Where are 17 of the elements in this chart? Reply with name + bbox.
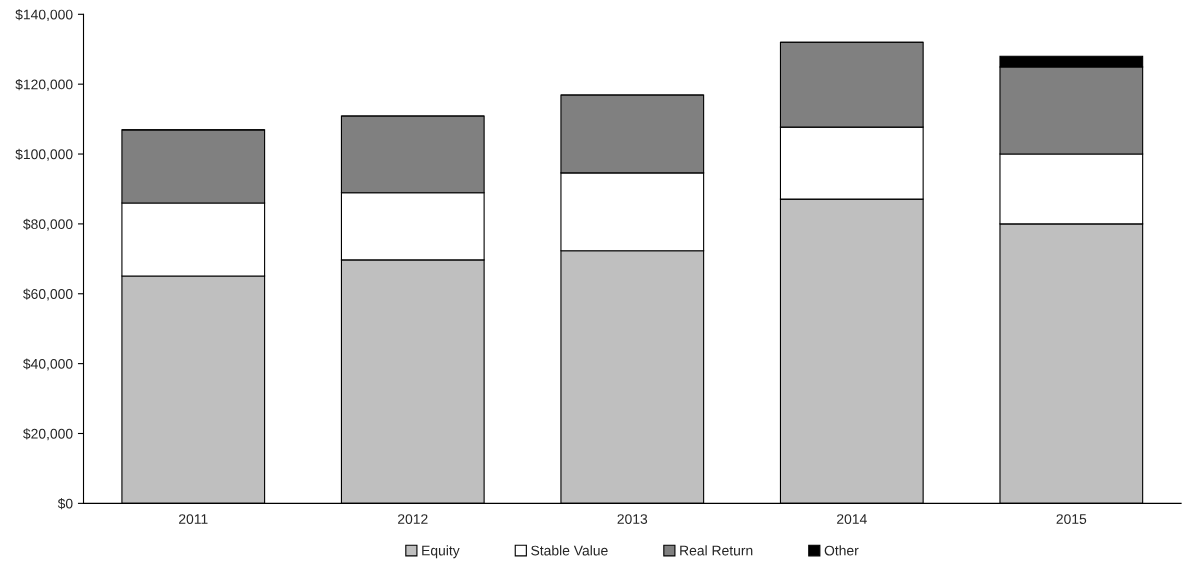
- legend-label: Real Return: [680, 545, 753, 556]
- legend-label: Stable Value: [531, 545, 608, 556]
- y-tick-label: $20,000: [23, 428, 73, 441]
- legend-label: Equity: [422, 545, 460, 559]
- y-tick-label: $60,000: [23, 288, 73, 301]
- legend-label: Other: [824, 545, 859, 556]
- x-tick-label: 2012: [398, 514, 428, 524]
- x-tick-label: 2015: [1056, 514, 1087, 524]
- y-tick-label: $140,000: [15, 9, 73, 22]
- y-tick-label: $0: [57, 498, 73, 510]
- x-tick-label: 2013: [617, 514, 648, 524]
- x-tick-label: 2011: [179, 514, 208, 524]
- x-tick-label: 2014: [837, 514, 867, 524]
- y-tick-label: $120,000: [15, 78, 73, 91]
- y-tick-label: $40,000: [23, 358, 73, 371]
- y-tick-label: $80,000: [23, 218, 73, 231]
- y-tick-label: $100,000: [15, 148, 73, 161]
